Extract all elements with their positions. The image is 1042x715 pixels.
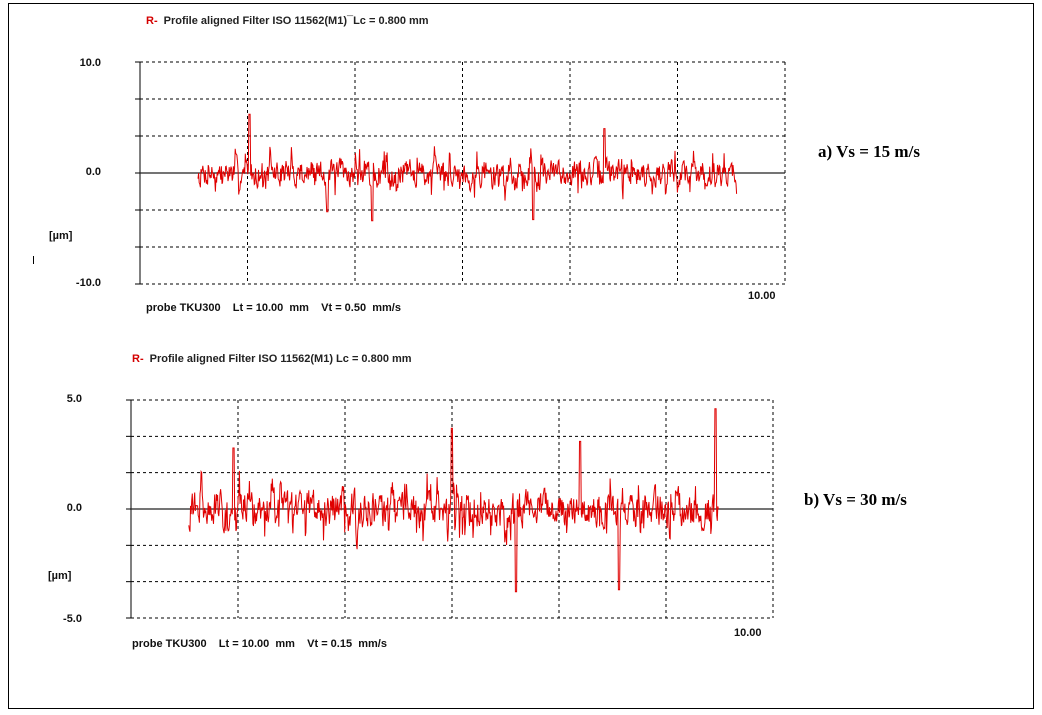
plot-area-b: [126, 399, 774, 619]
y-tick-label-bottom: -5.0: [63, 613, 82, 625]
y-axis-mark: [33, 256, 34, 264]
y-tick-label-zero: 0.0: [66, 502, 82, 514]
x-axis-end-label: 10.00: [748, 290, 776, 302]
profile-series-line: [188, 408, 719, 593]
chart-panel-a: R- Profile aligned Filter ISO 11562(M1)¯L…: [0, 0, 1042, 320]
y-axis-unit-label: [µm]: [49, 230, 73, 242]
y-tick-label-zero: 0.0: [85, 166, 101, 178]
chart-title: R- Profile aligned Filter ISO 11562(M1) L…: [132, 353, 412, 365]
y-tick-label-top: 10.0: [79, 57, 101, 69]
speed-annotation: a) Vs = 15 m/s: [818, 142, 920, 161]
y-tick-label-bottom: -10.0: [75, 277, 101, 289]
title-text: Profile aligned Filter ISO 11562(M1) Lc …: [149, 353, 412, 365]
figure-frame: [8, 3, 1034, 709]
profile-series-line: [197, 113, 738, 222]
chart-panel-b: R- Profile aligned Filter ISO 11562(M1) L…: [0, 336, 1042, 656]
probe-footer: probe TKU300 Lt = 10.00 mm Vt = 0.15 mm/…: [132, 638, 387, 650]
x-axis-end-label: 10.00: [734, 627, 762, 639]
title-text: Profile aligned Filter ISO 11562(M1)¯Lc …: [163, 15, 429, 27]
y-axis-unit-label: [µm]: [48, 570, 72, 582]
speed-annotation: b) Vs = 30 m/s: [804, 490, 907, 509]
title-prefix: R-: [146, 15, 158, 27]
title-prefix: R-: [132, 353, 144, 365]
plot-area-a: [135, 61, 786, 285]
probe-footer: probe TKU300 Lt = 10.00 mm Vt = 0.50 mm/…: [146, 302, 401, 314]
y-tick-label-top: 5.0: [66, 393, 82, 405]
chart-title: R- Profile aligned Filter ISO 11562(M1)¯L…: [146, 15, 429, 27]
